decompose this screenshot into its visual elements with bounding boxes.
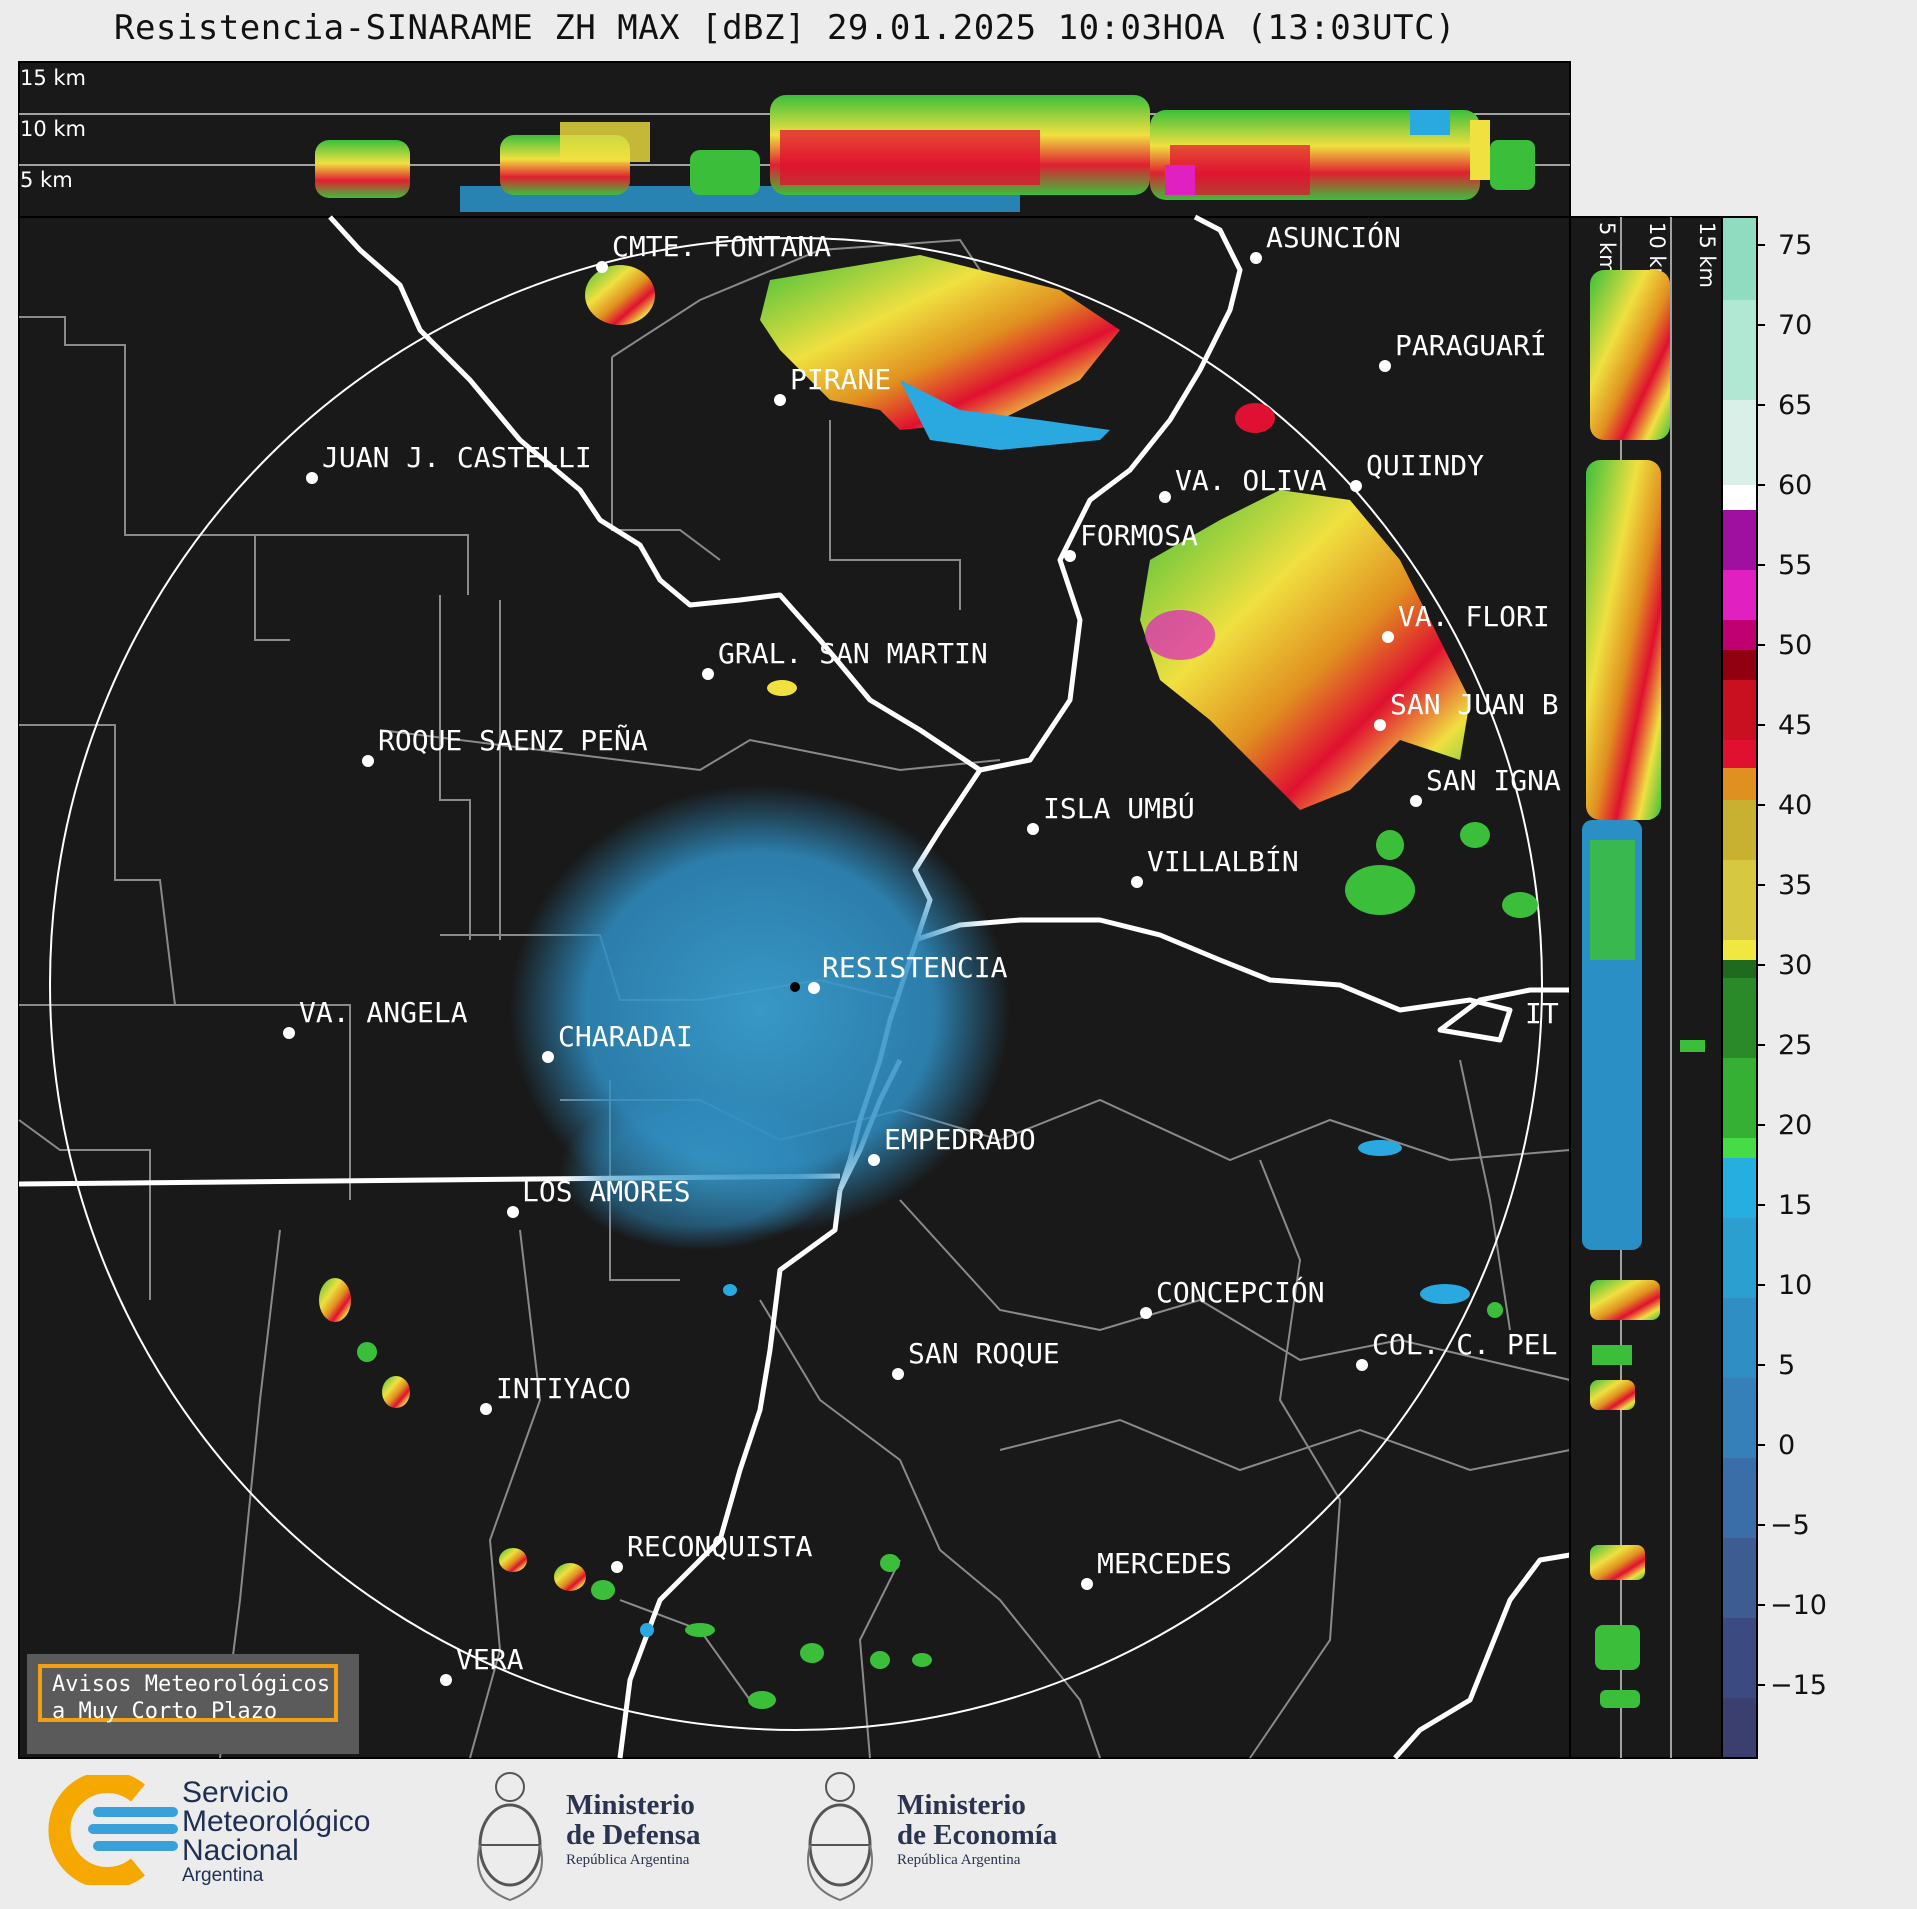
- colorbar-tick: 25: [1778, 1030, 1812, 1061]
- side-cross-section: 5 km 10 km 15 km: [1569, 216, 1723, 1759]
- colorbar-tick: 10: [1778, 1270, 1812, 1301]
- notice-line-1: Avisos Meteorológicos: [52, 1672, 331, 1697]
- city-label: JUAN J. CASTELLI: [322, 441, 592, 474]
- city-label: CHARADAI: [558, 1020, 693, 1053]
- colorbar-tick: 5: [1778, 1350, 1795, 1381]
- city-label: COL. C. PEL: [1372, 1328, 1557, 1361]
- city-label: CMTE. FONTANA: [612, 230, 831, 263]
- colorbar-tick: −10: [1770, 1590, 1827, 1621]
- colorbar-tick: 0: [1778, 1430, 1795, 1461]
- defensa-line-2: de Defensa: [566, 1819, 701, 1851]
- top-cross-section: 15 km 10 km 5 km: [18, 61, 1571, 218]
- colorbar-tick: 35: [1778, 870, 1812, 901]
- colorbar-tick: 15: [1778, 1190, 1812, 1221]
- city-label: ROQUE SAENZ PEÑA: [378, 723, 648, 757]
- colorbar: 75 70 65 60 55 50 45 40 35 30 25 20 15 1…: [1721, 216, 1827, 1759]
- city-label: INTIYACO: [496, 1372, 631, 1405]
- city-label: VERA: [456, 1643, 524, 1676]
- city-label: PARAGUARÍ: [1395, 328, 1547, 362]
- city-label: RECONQUISTA: [627, 1530, 813, 1563]
- smn-logo-icon: [48, 1775, 178, 1885]
- smn-name-line-2: Meteorológico: [182, 1805, 371, 1838]
- city-label: EMPEDRADO: [884, 1123, 1036, 1156]
- colorbar-tick: 30: [1778, 950, 1812, 981]
- national-coat-of-arms-icon: [807, 1772, 873, 1902]
- colorbar-tick: 20: [1778, 1110, 1812, 1141]
- city-label: VILLALBÍN: [1147, 844, 1299, 878]
- city-label: LOS AMORES: [522, 1175, 691, 1208]
- city-label: RESISTENCIA: [822, 951, 1008, 984]
- defensa-line-3: República Argentina: [566, 1852, 690, 1868]
- city-label: ASUNCIÓN: [1266, 220, 1401, 254]
- radar-site-marker: [790, 982, 800, 992]
- alt-label-10km: 10 km: [20, 117, 86, 141]
- colorbar-tick: −5: [1770, 1510, 1810, 1541]
- footer-logos: Servicio Meteorológico Nacional Argentin…: [0, 1760, 1917, 1909]
- alt-label-5km: 5 km: [20, 168, 73, 192]
- map-title: Resistencia-SINARAME ZH MAX [dBZ] 29.01.…: [113, 8, 1457, 48]
- side-alt-label-5km: 5 km: [1595, 222, 1619, 275]
- city-label: CONCEPCIÓN: [1156, 1275, 1325, 1309]
- colorbar-tick: 60: [1778, 470, 1812, 501]
- smn-name-line-1: Servicio: [182, 1776, 289, 1809]
- colorbar-tick: 40: [1778, 790, 1812, 821]
- city-label: MERCEDES: [1097, 1547, 1232, 1580]
- economia-line-3: República Argentina: [897, 1852, 1021, 1868]
- notice-box[interactable]: Avisos Meteorológicos a Muy Corto Plazo: [38, 1664, 338, 1724]
- colorbar-tick: 55: [1778, 550, 1812, 581]
- precipitation-echoes: [319, 255, 1538, 1709]
- colorbar-tick: 45: [1778, 710, 1812, 741]
- city-label: FORMOSA: [1080, 519, 1198, 552]
- notice-line-2: a Muy Corto Plazo: [52, 1699, 278, 1724]
- city-label: VA. OLIVA: [1175, 464, 1327, 497]
- city-label: SAN IGNA: [1426, 764, 1561, 797]
- city-label: SAN ROQUE: [908, 1337, 1060, 1370]
- main-map: CMTE. FONTANA ASUNCIÓN PARAGUARÍ PIRANE …: [18, 214, 1571, 1760]
- colorbar-tick: 70: [1778, 310, 1812, 341]
- city-label: ISLA UMBÚ: [1043, 791, 1195, 825]
- national-coat-of-arms-icon: [477, 1772, 543, 1902]
- city-label: SAN JUAN B: [1390, 688, 1559, 721]
- city-label: GRAL. SAN MARTIN: [718, 637, 988, 670]
- smn-name-line-4: Argentina: [182, 1865, 264, 1886]
- alt-label-15km: 15 km: [20, 66, 86, 90]
- city-label: IT: [1525, 997, 1559, 1030]
- city-label: VA. FLORI: [1398, 600, 1550, 633]
- city-label: QUIINDY: [1366, 449, 1484, 482]
- economia-line-2: de Economía: [897, 1819, 1058, 1851]
- city-label: PIRANE: [790, 363, 891, 396]
- colorbar-tick: 65: [1778, 390, 1812, 421]
- colorbar-tick: 50: [1778, 630, 1812, 661]
- colorbar-tick: −15: [1770, 1670, 1827, 1701]
- economia-line-1: Ministerio: [897, 1789, 1026, 1821]
- city-label: VA. ANGELA: [299, 996, 468, 1029]
- smn-name-line-3: Nacional: [182, 1834, 299, 1867]
- defensa-line-1: Ministerio: [566, 1789, 695, 1821]
- side-alt-label-15km: 15 km: [1695, 222, 1719, 288]
- colorbar-tick: 75: [1778, 230, 1812, 261]
